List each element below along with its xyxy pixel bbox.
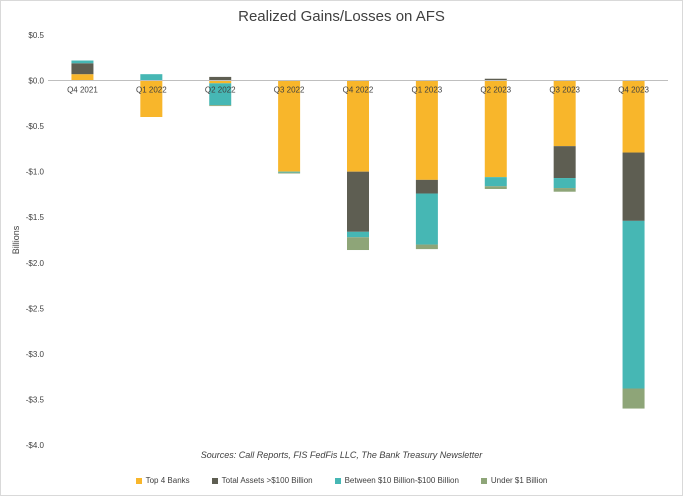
y-tick-label: -$3.5 bbox=[26, 395, 45, 404]
legend-item-under-1-billion: Under $1 Billion bbox=[480, 476, 548, 485]
legend-swatch bbox=[480, 477, 487, 484]
bar-segment bbox=[553, 146, 576, 179]
y-tick-label: $0.0 bbox=[28, 77, 44, 86]
x-tick-label: Q4 2022 bbox=[343, 86, 374, 95]
bar-segment bbox=[71, 60, 94, 64]
legend-item-between-10-100: Between $10 Billion-$100 Billion bbox=[334, 476, 459, 485]
x-tick-label: Q3 2022 bbox=[274, 86, 305, 95]
bar-segment bbox=[622, 152, 645, 221]
y-tick-label: -$3.0 bbox=[26, 350, 45, 359]
bar-segment bbox=[553, 80, 576, 147]
bar-segment bbox=[622, 220, 645, 389]
legend-item-total-assets: Total Assets >$100 Billion bbox=[211, 476, 313, 485]
bar-segment bbox=[553, 188, 576, 192]
bar-segment bbox=[347, 231, 369, 238]
bar-segment bbox=[484, 80, 507, 178]
legend-label: Total Assets >$100 Billion bbox=[221, 476, 313, 485]
bar-segment bbox=[484, 177, 507, 187]
legend-label: Under $1 Billion bbox=[490, 476, 548, 485]
bar-segment bbox=[278, 80, 301, 172]
bar-segment bbox=[71, 74, 94, 81]
x-tick-label: Q3 2023 bbox=[549, 86, 580, 95]
bar-segment bbox=[347, 80, 369, 172]
y-tick-label: -$0.5 bbox=[26, 122, 45, 131]
legend-label: Between $10 Billion-$100 Billion bbox=[344, 476, 459, 485]
legend-swatch bbox=[334, 477, 341, 484]
bar-segment bbox=[347, 237, 369, 251]
y-tick-label: -$1.5 bbox=[26, 213, 45, 222]
bar-segment bbox=[484, 78, 507, 81]
bar-segment bbox=[209, 80, 232, 84]
bar-segment bbox=[278, 172, 301, 174]
bar-segment bbox=[484, 186, 507, 189]
y-tick-label: -$1.0 bbox=[26, 168, 45, 177]
bar-segment bbox=[415, 179, 438, 194]
bar-segment bbox=[622, 388, 645, 409]
x-tick-label: Q4 2021 bbox=[67, 86, 98, 95]
bar-segment bbox=[140, 74, 163, 81]
chart-source-note: Sources: Call Reports, FIS FedFis LLC, T… bbox=[200, 450, 483, 460]
chart-legend: Top 4 Banks Total Assets >$100 Billion B… bbox=[0, 476, 683, 485]
y-tick-label: -$2.5 bbox=[26, 304, 45, 313]
bar-segment bbox=[71, 63, 94, 75]
bar-segment bbox=[278, 171, 301, 173]
y-axis-label: Billions bbox=[11, 225, 21, 254]
x-tick-label: Q1 2023 bbox=[412, 86, 443, 95]
legend-swatch bbox=[135, 477, 142, 484]
bar-segment bbox=[415, 193, 438, 245]
x-tick-label: Q2 2022 bbox=[205, 86, 236, 95]
x-tick-label: Q1 2022 bbox=[136, 86, 167, 95]
y-tick-label: $0.5 bbox=[28, 31, 44, 40]
bar-segment bbox=[209, 105, 232, 107]
bar-segment bbox=[209, 76, 232, 81]
bar-segment bbox=[415, 80, 438, 180]
bar-segment bbox=[347, 171, 369, 232]
bar-segment bbox=[553, 178, 576, 189]
bar-segment bbox=[140, 80, 163, 117]
x-tick-label: Q4 2023 bbox=[618, 86, 649, 95]
legend-swatch bbox=[211, 477, 218, 484]
chart-title: Realized Gains/Losses on AFS bbox=[238, 8, 445, 25]
bar-segment bbox=[209, 83, 232, 106]
y-tick-label: -$4.0 bbox=[26, 441, 45, 450]
x-tick-label: Q2 2023 bbox=[480, 86, 511, 95]
y-tick-label: -$2.0 bbox=[26, 259, 45, 268]
legend-label: Top 4 Banks bbox=[145, 476, 190, 485]
legend-item-top-4-banks: Top 4 Banks bbox=[135, 476, 190, 485]
bar-segment bbox=[622, 80, 645, 153]
bar-segment bbox=[415, 244, 438, 250]
